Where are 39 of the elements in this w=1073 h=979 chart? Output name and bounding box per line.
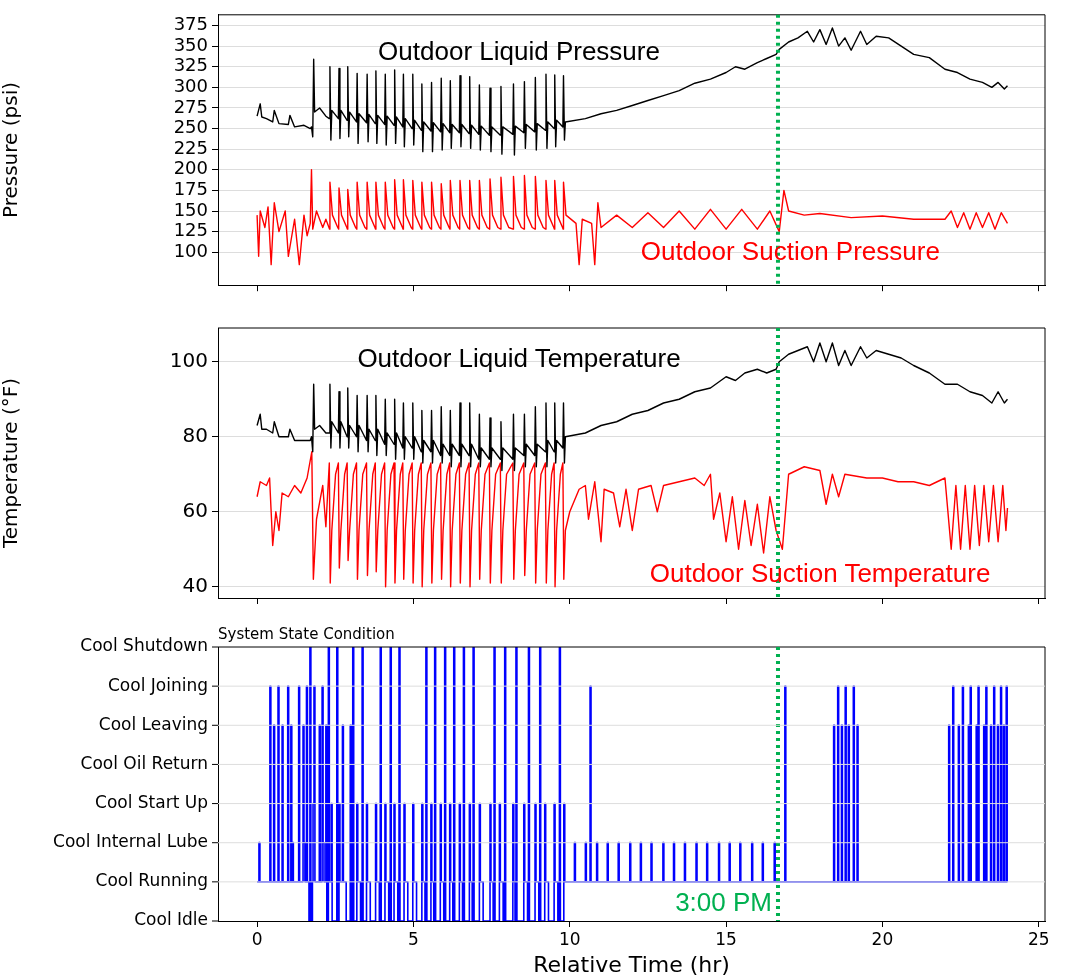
- text: Cool Start Up: [95, 791, 208, 812]
- y-tick-label: 80: [182, 422, 208, 447]
- y-tick-label: 275: [173, 95, 208, 117]
- y-tick-label: 300: [173, 75, 208, 97]
- text: Cool Leaving: [98, 713, 208, 734]
- text: Cool Running: [95, 870, 208, 891]
- y-tick-label: 375: [173, 13, 208, 35]
- y-tick-label: 60: [182, 497, 208, 522]
- text: Cool Joining: [108, 674, 208, 695]
- x-axis-title: Relative Time (hr): [533, 951, 730, 977]
- y-axis-title: Temperature (°F): [0, 377, 23, 550]
- y-tick-label: 325: [173, 54, 208, 76]
- y-tick-label: 350: [173, 33, 208, 55]
- text: Cool Internal Lube: [53, 831, 208, 852]
- y-tick-label: 175: [173, 178, 208, 200]
- y-tick-label: 125: [173, 219, 208, 241]
- text: Cool Shutdown: [80, 635, 208, 656]
- y-tick-label: 200: [173, 157, 208, 179]
- y-tick-label: 100: [173, 239, 208, 261]
- y-tick-label: 225: [173, 136, 208, 158]
- series-label: Outdoor Liquid Temperature: [357, 343, 681, 374]
- y-tick-label: 100: [169, 347, 208, 372]
- y-tick-label: 40: [182, 572, 208, 597]
- chart-title: System State Condition: [218, 625, 395, 644]
- text: Cool Oil Return: [80, 752, 208, 773]
- series-label: Outdoor Liquid Pressure: [378, 35, 660, 66]
- x-tick-label: 15: [715, 928, 737, 949]
- x-tick-label: 5: [408, 928, 419, 949]
- x-tick-label: 10: [558, 928, 581, 949]
- text: Cool Idle: [134, 909, 208, 930]
- x-tick-label: 20: [871, 928, 894, 949]
- y-tick-label: 250: [173, 116, 208, 138]
- y-tick-label: 150: [173, 198, 208, 220]
- series-label: Outdoor Suction Pressure: [640, 235, 940, 266]
- y-axis-title: Pressure (psi): [0, 81, 23, 219]
- x-tick-label: 25: [1027, 928, 1050, 949]
- series-label: Outdoor Suction Temperature: [649, 558, 991, 589]
- x-tick-label: 0: [251, 928, 263, 949]
- annotation: 3:00 PM: [675, 887, 772, 918]
